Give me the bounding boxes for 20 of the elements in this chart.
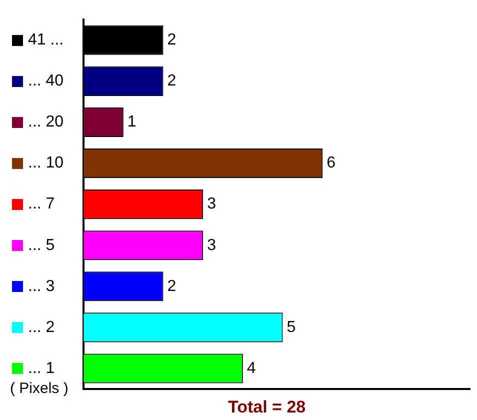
y-tick-label: ... 2 xyxy=(28,318,55,336)
y-tick-label: 41 ... xyxy=(28,32,64,49)
y-tick-label: ... 40 xyxy=(28,72,64,90)
y-tick-label: ... 7 xyxy=(28,196,55,213)
data-label: 1 xyxy=(127,114,136,131)
data-label: 2 xyxy=(167,32,176,49)
y-tick-label: ... 1 xyxy=(28,360,55,377)
data-label: 5 xyxy=(286,318,296,336)
data-label: 3 xyxy=(207,236,216,254)
y-axis-title: ( Pixels ) xyxy=(10,380,68,398)
data-label: 6 xyxy=(326,154,336,172)
data-label: 2 xyxy=(167,278,176,295)
data-label: 3 xyxy=(207,196,216,213)
text: Total = 28 xyxy=(228,398,306,417)
data-label: 4 xyxy=(246,360,256,377)
y-tick-label: ... 20 xyxy=(28,114,64,131)
y-tick-label: ... 10 xyxy=(28,154,64,172)
y-tick-label: ... 3 xyxy=(28,278,55,295)
data-label: 2 xyxy=(167,72,176,90)
y-tick-label: ... 5 xyxy=(28,236,55,254)
